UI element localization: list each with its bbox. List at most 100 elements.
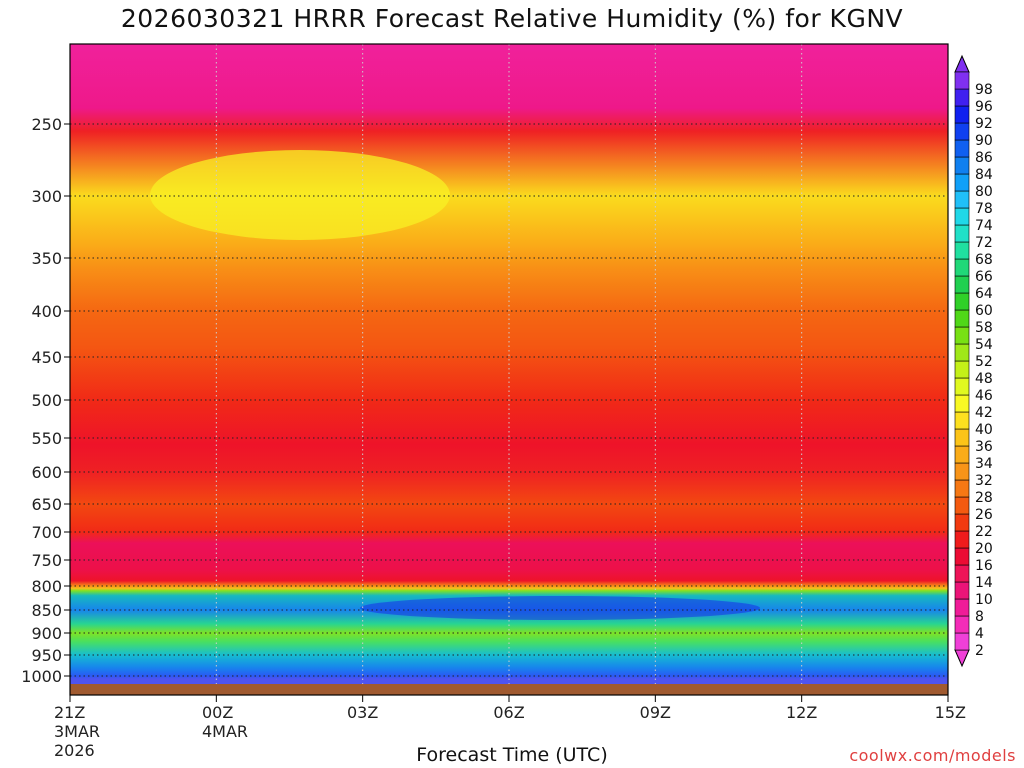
colorbar-label: 36 xyxy=(975,439,993,455)
x-tick-year: 2026 xyxy=(54,741,95,760)
y-tick-label: 950 xyxy=(31,646,62,665)
x-tick-date: 4MAR xyxy=(202,722,248,741)
colorbar-segment xyxy=(954,190,970,209)
x-tick-label: 12Z xyxy=(786,703,817,722)
colorbar-label: 20 xyxy=(975,541,993,557)
chart-title: 2026030321 HRRR Forecast Relative Humidi… xyxy=(120,4,904,33)
y-tick-label: 850 xyxy=(31,601,62,620)
colorbar-label: 60 xyxy=(975,303,993,319)
x-tick-label: 00Z xyxy=(202,703,233,722)
colorbar-segment xyxy=(954,598,970,617)
x-tick-label: 06Z xyxy=(493,703,524,722)
y-tick-label: 350 xyxy=(31,249,62,268)
colorbar-segment xyxy=(954,632,970,651)
x-axis-label: Forecast Time (UTC) xyxy=(416,744,608,766)
colorbar-segment xyxy=(954,156,970,175)
credit-text: coolwx.com/models xyxy=(849,746,1016,765)
y-tick-label: 700 xyxy=(31,523,62,542)
y-tick-label: 500 xyxy=(31,391,62,410)
y-tick-label: 550 xyxy=(31,429,62,448)
colorbar-label: 74 xyxy=(975,218,993,234)
y-tick-label: 1000 xyxy=(21,667,62,686)
colorbar-label: 58 xyxy=(975,320,993,336)
colorbar-label: 22 xyxy=(975,524,993,540)
colorbar-label: 14 xyxy=(975,575,993,591)
colorbar-segment xyxy=(954,377,970,396)
colorbar-label: 90 xyxy=(975,133,993,149)
colorbar-segment xyxy=(954,581,970,600)
x-tick-label: 03Z xyxy=(347,703,378,722)
colorbar-segment xyxy=(954,547,970,566)
colorbar-label: 98 xyxy=(975,82,993,98)
colorbar-segment xyxy=(954,394,970,413)
colorbar-label: 4 xyxy=(975,626,984,642)
colorbar-segment xyxy=(954,241,970,260)
x-tick-date: 3MAR xyxy=(54,722,100,741)
y-tick-label: 400 xyxy=(31,302,62,321)
colorbar-label: 78 xyxy=(975,201,993,217)
colorbar-label: 52 xyxy=(975,354,993,370)
colorbar-label: 2 xyxy=(975,643,984,659)
colorbar-segment xyxy=(954,224,970,243)
colorbar-segment xyxy=(954,360,970,379)
colorbar-label: 68 xyxy=(975,252,993,268)
colorbar-segment xyxy=(954,71,970,90)
y-tick-label: 900 xyxy=(31,624,62,643)
colorbar-label: 64 xyxy=(975,286,993,302)
y-tick-label: 300 xyxy=(31,187,62,206)
ground-terrain xyxy=(70,684,948,695)
colorbar-label: 16 xyxy=(975,558,993,574)
y-tick-label: 750 xyxy=(31,551,62,570)
colorbar-label: 66 xyxy=(975,269,993,285)
colorbar-segment xyxy=(954,343,970,362)
colorbar-segment xyxy=(954,564,970,583)
colorbar-label: 10 xyxy=(975,592,993,608)
colorbar-segment xyxy=(954,428,970,447)
y-tick-label: 450 xyxy=(31,348,62,367)
colorbar-label: 46 xyxy=(975,388,993,404)
colorbar-label: 32 xyxy=(975,473,993,489)
colorbar-label: 28 xyxy=(975,490,993,506)
colorbar-segment xyxy=(954,530,970,549)
x-tick-label: 15Z xyxy=(935,703,966,722)
colorbar-segment xyxy=(954,105,970,124)
colorbar-segment xyxy=(954,207,970,226)
grid-lines xyxy=(70,44,948,684)
colorbar-segment xyxy=(954,513,970,532)
colorbar-segment xyxy=(954,462,970,481)
dry-layer-peak xyxy=(150,150,450,240)
colorbar-label: 72 xyxy=(975,235,993,251)
colorbar-label: 54 xyxy=(975,337,993,353)
colorbar-segment xyxy=(954,173,970,192)
colorbar-segment xyxy=(954,258,970,277)
x-tick-label: 09Z xyxy=(640,703,671,722)
colorbar-label: 34 xyxy=(975,456,993,472)
colorbar-segment xyxy=(954,411,970,430)
y-axis: 250 300 350 400 450 500 550 600 650 700 750 800 850 9… xyxy=(21,115,70,686)
y-tick-label: 600 xyxy=(31,463,62,482)
colorbar-segment xyxy=(954,122,970,141)
colorbar-label: 42 xyxy=(975,405,993,421)
colorbar-segment xyxy=(954,445,970,464)
y-tick-label: 800 xyxy=(31,577,62,596)
colorbar-segment xyxy=(954,496,970,515)
colorbar-segment xyxy=(954,275,970,294)
colorbar-segment xyxy=(954,292,970,311)
colorbar: 2481014162022262832343640424648525458606… xyxy=(954,54,993,668)
colorbar-label: 80 xyxy=(975,184,993,200)
colorbar-segment xyxy=(954,479,970,498)
colorbar-label: 92 xyxy=(975,116,993,132)
colorbar-label: 86 xyxy=(975,150,993,166)
y-tick-label: 250 xyxy=(31,115,62,134)
colorbar-label: 96 xyxy=(975,99,993,115)
colorbar-top-arrow xyxy=(954,54,970,73)
y-tick-label: 650 xyxy=(31,495,62,514)
colorbar-segment xyxy=(954,309,970,328)
colorbar-segment xyxy=(954,326,970,345)
moist-layer-peak xyxy=(360,596,760,620)
colorbar-label: 26 xyxy=(975,507,993,523)
colorbar-label: 48 xyxy=(975,371,993,387)
colorbar-label: 8 xyxy=(975,609,984,625)
x-tick-label: 21Z xyxy=(54,703,85,722)
